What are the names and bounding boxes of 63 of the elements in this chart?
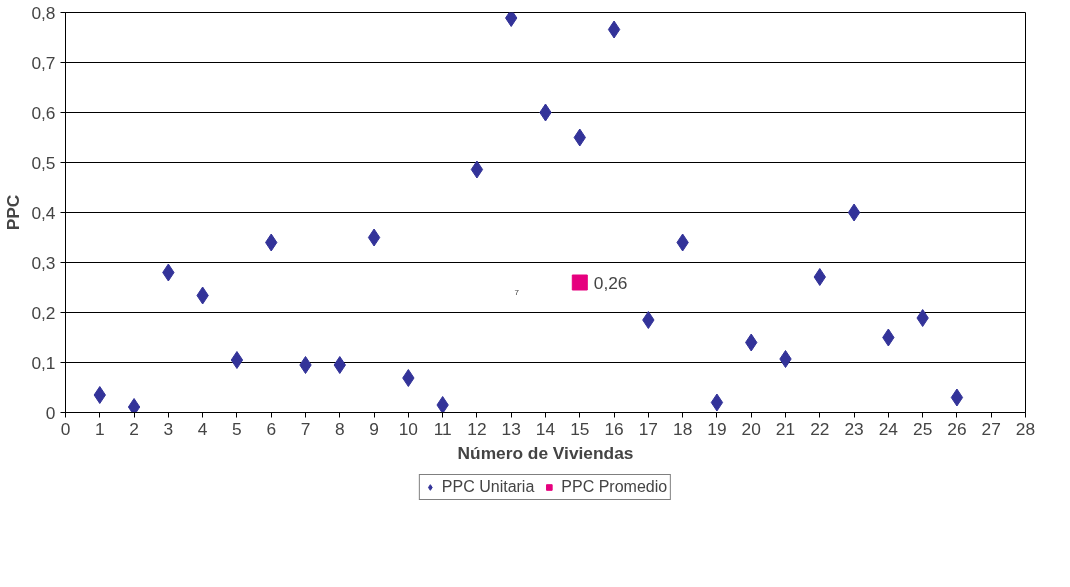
point: [916, 309, 929, 327]
x-tick-label: 27: [981, 418, 1001, 439]
point: [436, 396, 449, 413]
point: [93, 386, 106, 404]
point: [127, 398, 141, 413]
point: [505, 12, 518, 27]
point: [333, 356, 346, 374]
x-axis-title: Número de Viviendas: [457, 442, 634, 463]
point: [642, 311, 655, 329]
legend-label: PPC Promedio: [561, 478, 668, 496]
x-tick-label: 13: [501, 418, 521, 439]
x-tick-label: 22: [810, 418, 830, 439]
x-tick-label: 7: [300, 418, 311, 439]
y-tick-label: 0,4: [31, 202, 56, 223]
y-tick-label: 0,6: [31, 102, 56, 123]
x-tick-label: 23: [844, 418, 864, 439]
x-tick-label: 21: [775, 418, 796, 439]
point: [470, 160, 484, 179]
x-tick-label: 4: [197, 418, 208, 439]
x-tick-label: 25: [913, 418, 933, 439]
x-tick-label: 2: [129, 418, 139, 439]
x-tick-label: 19: [707, 418, 727, 439]
point: [402, 369, 415, 387]
y-tick-label: 0,3: [31, 252, 56, 273]
x-tick-label: 10: [398, 418, 418, 439]
point: [950, 388, 964, 407]
point: [779, 350, 792, 368]
point: [230, 351, 244, 369]
x-tick-label: 0: [60, 418, 71, 439]
point: [710, 393, 724, 412]
x-tick-label: 20: [741, 418, 761, 439]
x-tick-label: 15: [570, 418, 590, 439]
x-tick-label: 1: [94, 418, 105, 439]
point: [367, 228, 381, 247]
x-tick-label: 5: [232, 418, 242, 439]
point: [571, 274, 588, 291]
x-tick-label: 6: [266, 418, 277, 439]
y-tick-label: 0,5: [31, 152, 56, 173]
y-tick-label: 0: [45, 402, 56, 423]
x-tick-label: 28: [1015, 418, 1036, 439]
data-label: 0,26: [593, 272, 628, 293]
x-tick-label: 17: [638, 418, 658, 439]
y-tick-label: 0,2: [31, 302, 56, 323]
point: [847, 203, 861, 222]
x-tick-label: 8: [334, 418, 345, 439]
x-tick-label: 14: [535, 418, 556, 439]
x-tick-label: 16: [604, 418, 624, 439]
y-tick-label: 0,7: [31, 52, 56, 73]
x-tick-label: 12: [467, 418, 487, 439]
x-tick-label: 3: [163, 418, 174, 439]
x-tick-label: 11: [433, 418, 452, 439]
point: [813, 268, 826, 286]
point: [607, 20, 621, 39]
x-tick-label: 18: [673, 418, 693, 439]
annotation: 7: [514, 288, 520, 297]
x-tick-label: 24: [878, 418, 899, 439]
y-axis-title: PPC: [3, 194, 24, 231]
x-tick-label: 26: [947, 418, 967, 439]
legend-label: PPC Unitaria: [441, 478, 535, 496]
y-tick-label: 0,8: [31, 2, 56, 23]
point: [299, 356, 312, 374]
y-tick-label: 0,1: [31, 352, 56, 373]
x-tick-label: 9: [369, 418, 379, 439]
